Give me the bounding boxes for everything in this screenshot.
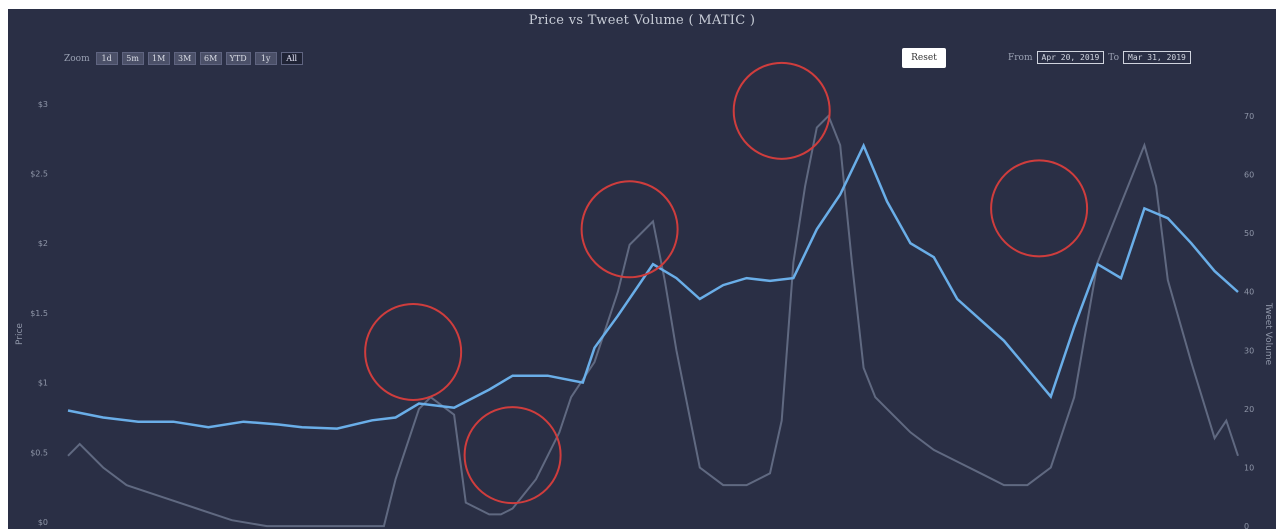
y-tick-label: $2.5	[30, 170, 48, 179]
zoom-all-button[interactable]: All	[280, 52, 303, 65]
highlight-circle	[364, 302, 463, 401]
y2-axis-label: Tweet Volume	[1263, 302, 1273, 366]
zoom-1d-button[interactable]: 1d	[95, 52, 118, 65]
zoom-label: Zoom	[64, 53, 90, 64]
price-volume-plot: $0 $0.5 $1 $1.5 $2 $2.5 $3 0 10 20 30 40 50 60 70 Pri…	[15, 61, 1273, 529]
price-series-line	[67, 142, 1239, 430]
y-tick-label: $0	[38, 518, 48, 527]
y2-tick-label: 60	[1244, 170, 1254, 179]
highlight-circle	[463, 406, 562, 505]
y-tick-label: $2	[38, 239, 48, 248]
y2-tick-label: 10	[1244, 463, 1254, 472]
tweet-volume-series-line	[67, 114, 1239, 528]
y2-tick-label: 20	[1244, 405, 1254, 414]
y-axis-label: Price	[15, 323, 25, 345]
zoom-1y-button[interactable]: 1y	[254, 52, 277, 65]
zoom-3m-button[interactable]: 3M	[173, 52, 196, 65]
from-date-input[interactable]: Apr 20, 2019	[1036, 51, 1105, 64]
to-date-input[interactable]: Mar 31, 2019	[1123, 51, 1191, 64]
y-tick-label: $3	[38, 100, 48, 109]
y2-tick-label: 40	[1244, 288, 1254, 297]
date-range: From Apr 20, 2019 To Mar 31, 2019	[1008, 51, 1191, 64]
zoom-1m-button[interactable]: 1M	[147, 52, 170, 65]
y2-tick-label: 70	[1244, 112, 1254, 121]
y2-tick-label: 30	[1244, 346, 1254, 355]
reset-zoom-button[interactable]: Reset	[902, 48, 946, 68]
chart-title: Price vs Tweet Volume ( MATIC )	[528, 13, 756, 28]
zoom-bar: Zoom 1d 5m 1M 3M 6M YTD 1y All	[64, 52, 303, 65]
y-tick-label: $0.5	[30, 448, 48, 457]
y-tick-label: $1.5	[30, 309, 48, 318]
y-tick-label: $1	[38, 379, 48, 388]
y2-tick-label: 50	[1244, 229, 1254, 238]
zoom-5m-button[interactable]: 5m	[121, 52, 144, 65]
y2-tick-label: 0	[1244, 522, 1249, 529]
highlight-circle	[990, 159, 1089, 258]
zoom-6m-button[interactable]: 6M	[199, 52, 222, 65]
highlight-circle	[732, 61, 831, 160]
from-label: From	[1008, 52, 1033, 63]
highlight-circle	[580, 180, 679, 279]
chart-container: Price vs Tweet Volume ( MATIC ) Zoom 1d …	[8, 9, 1276, 529]
zoom-ytd-button[interactable]: YTD	[225, 52, 251, 65]
to-label: To	[1108, 52, 1120, 63]
